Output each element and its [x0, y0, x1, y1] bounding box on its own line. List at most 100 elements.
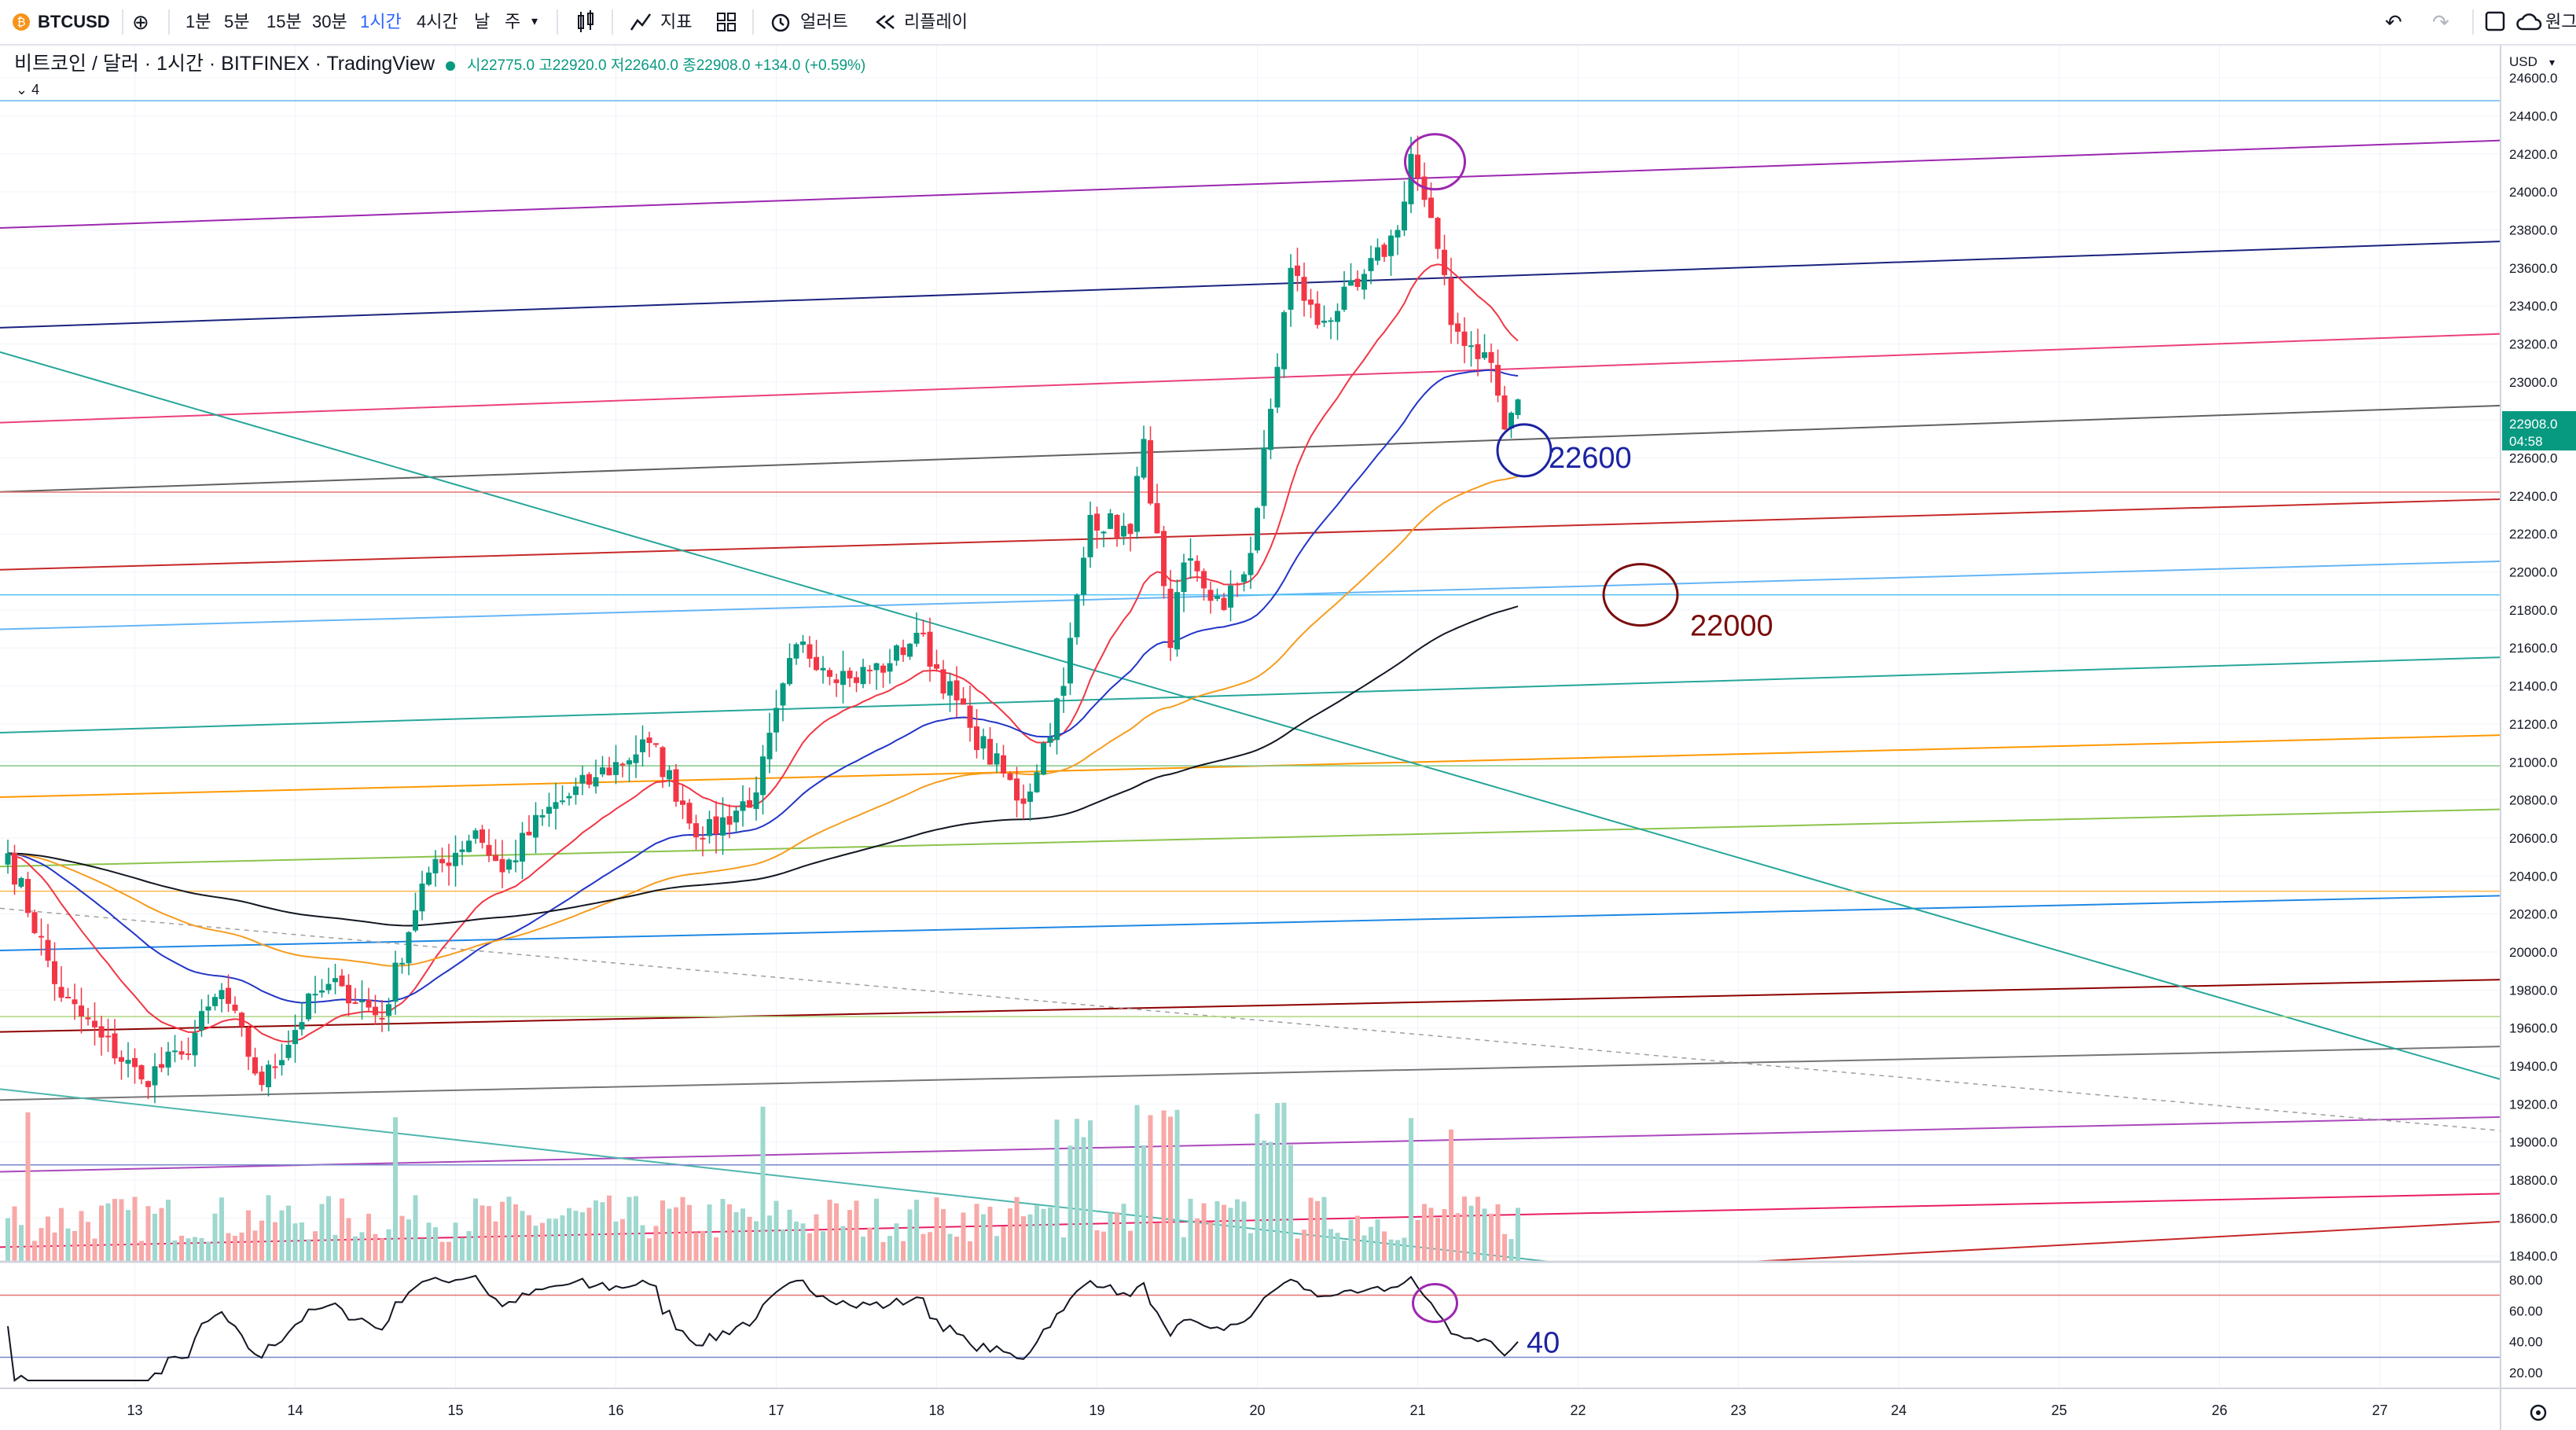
candle [219, 983, 225, 1013]
candle-body [259, 1072, 265, 1086]
volume-bar [961, 1212, 966, 1262]
volume-bar [861, 1237, 865, 1262]
interval-4h[interactable]: 4시간 [417, 12, 458, 31]
candle [226, 974, 231, 1013]
candle-body [359, 1001, 365, 1003]
volume-bar [546, 1219, 552, 1262]
candle [740, 785, 746, 827]
interval-dropdown-icon[interactable]: ▾ [531, 15, 538, 28]
bar-countdown: 04:58 [2509, 434, 2543, 449]
volume-bar [1155, 1222, 1159, 1262]
price-axis[interactable]: 18400.0 18600.0 18800.0 19000.0 19200.0 19400… [2509, 71, 2557, 1264]
volume-bar [359, 1232, 365, 1262]
candle-body [900, 647, 906, 656]
price-tick-label: 20400.0 [2509, 869, 2557, 884]
undo-icon[interactable]: ↶ [2385, 10, 2402, 34]
candle [720, 797, 726, 855]
candle [459, 840, 465, 866]
volume-bar [1382, 1231, 1387, 1262]
cloud-save-label[interactable]: 원그 [2545, 12, 2576, 31]
price-tick-label: 20800.0 [2509, 793, 2557, 808]
legend-symbol-title[interactable]: 비트코인 / 달러 · 1시간 · BITFINEX · TradingView [14, 53, 435, 75]
candle-body [1068, 638, 1073, 684]
interval-15m[interactable]: 15분 [266, 12, 302, 31]
candle-body [606, 767, 612, 776]
interval-1m[interactable]: 1분 [186, 12, 211, 31]
candle [1442, 234, 1447, 285]
replay-rewind-icon[interactable] [874, 0, 896, 44]
indicators-icon[interactable] [629, 0, 652, 44]
candle [566, 792, 572, 806]
interval-week[interactable]: 주 [505, 12, 521, 31]
annotation-22000: 22000 [1690, 610, 1773, 643]
candle [726, 804, 733, 839]
fullscreen-icon[interactable] [2484, 0, 2506, 44]
interval-5m[interactable]: 5분 [224, 12, 250, 31]
volume-bar [921, 1233, 926, 1262]
time-tick-label: 21 [1409, 1402, 1425, 1418]
time-tick-label: 23 [1730, 1402, 1746, 1418]
volume-bar [1168, 1116, 1173, 1262]
candle [646, 731, 652, 758]
symbol-search-button[interactable]: BTCUSD [38, 12, 110, 31]
candle-body [1108, 513, 1113, 529]
chart-canvas[interactable]: 22600 22000 40 18400.0 18600.0 18800.0 19000… [0, 46, 2576, 1430]
volume-bar [1449, 1129, 1453, 1262]
alarm-clock-icon[interactable] [769, 0, 792, 44]
alerts-button[interactable]: 얼러트 [800, 12, 848, 31]
volume-bar [319, 1204, 325, 1262]
volume-bar [1308, 1197, 1314, 1262]
volume-bar [426, 1222, 432, 1262]
candle [1288, 254, 1294, 327]
candle-body [39, 936, 44, 938]
volume-bar [186, 1238, 191, 1262]
candle [245, 1025, 252, 1071]
candle [619, 762, 626, 777]
interval-1h[interactable]: 1시간 [360, 12, 402, 31]
candle-body [352, 1002, 358, 1004]
volume-bar [393, 1117, 398, 1262]
time-axis[interactable]: 13 14 15 16 17 18 19 20 21 22 23 24 25 26 27 [127, 1402, 2387, 1418]
btc-logo-icon: ₿ [11, 0, 31, 44]
candle-body [1488, 351, 1494, 363]
cloud-save-icon[interactable] [2515, 0, 2542, 44]
candles [5, 135, 1521, 1104]
candle-body [480, 829, 485, 844]
candle [172, 1035, 178, 1063]
candle-body [1081, 557, 1086, 595]
indicator-collapse-toggle[interactable]: ⌄ 4 [16, 82, 39, 98]
volume-bar [1215, 1201, 1220, 1262]
volume-bar [1235, 1199, 1240, 1262]
candle-body [145, 1081, 151, 1087]
volume-bar [540, 1222, 545, 1262]
trendline [0, 241, 2501, 329]
rsi-axis[interactable]: 20.00 40.00 60.00 80.00 [2509, 1273, 2543, 1380]
candle-body [1461, 331, 1468, 347]
volume-bar [1281, 1102, 1287, 1262]
candle [793, 642, 799, 665]
interval-30m[interactable]: 30분 [312, 12, 347, 31]
candle-body [600, 767, 605, 775]
settings-gear-icon[interactable] [2530, 1404, 2547, 1421]
candle [39, 918, 44, 956]
replay-button[interactable]: 리플레이 [904, 12, 968, 31]
candle-body [1321, 320, 1327, 323]
candle-body [747, 800, 752, 808]
indicators-button[interactable]: 지표 [660, 12, 693, 31]
candle [419, 870, 425, 921]
candle-style-icon[interactable] [575, 0, 596, 44]
currency-dropdown-icon[interactable]: ▾ [2549, 56, 2555, 68]
candle [579, 765, 586, 796]
currency-label[interactable]: USD [2509, 54, 2537, 69]
candle-body [1482, 352, 1487, 358]
interval-day[interactable]: 날 [474, 12, 491, 31]
candle-body [333, 978, 338, 983]
volume-bar [707, 1204, 712, 1262]
redo-icon[interactable]: ↷ [2432, 10, 2449, 34]
candle [192, 1020, 198, 1068]
layouts-grid-icon[interactable] [715, 0, 737, 44]
candle-body [1348, 280, 1354, 286]
compare-add-icon[interactable]: ⊕ [132, 10, 149, 34]
volume-bar [1402, 1237, 1407, 1262]
volume-bar [86, 1222, 90, 1262]
